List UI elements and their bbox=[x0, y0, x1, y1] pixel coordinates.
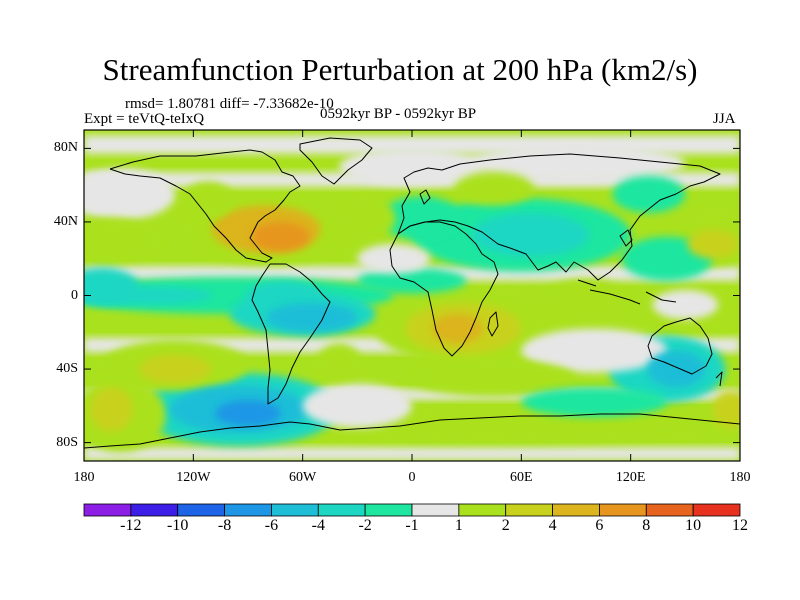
contour-region bbox=[251, 221, 310, 252]
contour-region bbox=[138, 354, 212, 384]
x-tick-label: 60W bbox=[289, 470, 317, 485]
y-tick-label: 80N bbox=[53, 140, 78, 156]
contour-region bbox=[215, 400, 281, 427]
colorbar-label: 12 bbox=[732, 517, 748, 534]
period-label: 0592kyr BP - 0592kyr BP bbox=[320, 106, 477, 122]
colorbar-swatch bbox=[411, 503, 460, 517]
contour-region bbox=[381, 196, 462, 241]
contour-bands bbox=[84, 135, 740, 461]
contour-region bbox=[687, 229, 739, 259]
contour-region bbox=[317, 343, 361, 381]
contour-region bbox=[472, 212, 589, 257]
coastlines bbox=[84, 137, 740, 449]
colorbar-swatch bbox=[224, 503, 272, 517]
contour-region bbox=[712, 391, 740, 428]
contour-region bbox=[89, 387, 134, 432]
colorbar-swatch bbox=[83, 503, 132, 517]
colorbar-label: 10 bbox=[685, 517, 702, 534]
contour-region bbox=[84, 168, 176, 221]
colorbar-label: -8 bbox=[217, 517, 232, 534]
contour-region bbox=[357, 267, 467, 294]
contour-region bbox=[545, 278, 626, 320]
colorbar-swatch bbox=[599, 503, 647, 517]
plot-title: Streamfunction Perturbation at 200 hPa (… bbox=[102, 52, 698, 87]
y-tick-label: 0 bbox=[71, 287, 78, 303]
stats-line: rmsd= 1.80781 diff= -7.33682e-10 bbox=[125, 96, 334, 112]
contour-region bbox=[647, 350, 706, 388]
colorbar-swatch bbox=[364, 503, 413, 517]
field-band bbox=[84, 447, 740, 461]
colorbar-label: 4 bbox=[548, 517, 557, 534]
colorbar-label: -10 bbox=[167, 517, 189, 534]
colorbar-label: -4 bbox=[311, 517, 325, 534]
colorbar-label: -6 bbox=[264, 517, 279, 534]
coastline-africa bbox=[389, 221, 499, 357]
contour-region bbox=[182, 181, 234, 219]
contour-regions bbox=[84, 144, 740, 452]
colorbar-label: 8 bbox=[642, 517, 651, 534]
contour-region bbox=[357, 244, 431, 274]
contour-region bbox=[84, 218, 157, 263]
y-tick-label: 80S bbox=[56, 434, 78, 450]
colorbar-label: -12 bbox=[120, 517, 142, 534]
x-tick-label: 180 bbox=[73, 470, 95, 485]
colorbar-label: -1 bbox=[405, 517, 419, 534]
y-tick-label: 40N bbox=[53, 213, 78, 229]
colorbar-label: -2 bbox=[358, 517, 372, 534]
colorbar-label: 2 bbox=[501, 517, 510, 534]
experiment-label: Expt = teVtQ-teIxQ bbox=[84, 111, 205, 127]
colorbar bbox=[83, 503, 741, 517]
contour-region bbox=[302, 383, 413, 428]
coastline-south-america bbox=[251, 263, 331, 405]
colorbar-swatch bbox=[552, 503, 600, 517]
coastline-greenland bbox=[299, 137, 373, 185]
colorbar-label: 1 bbox=[454, 517, 463, 534]
field-band bbox=[84, 389, 740, 401]
contour-region bbox=[521, 387, 668, 417]
colorbar-swatch bbox=[692, 503, 741, 517]
colorbar-swatch bbox=[317, 503, 366, 517]
contour-region bbox=[652, 289, 719, 320]
x-tick-label: 180 bbox=[729, 470, 751, 485]
coastline-antarctica bbox=[84, 413, 740, 449]
coastline-madagascar bbox=[487, 311, 499, 337]
coastline-australia bbox=[647, 317, 713, 375]
x-tick-label: 120W bbox=[176, 470, 211, 485]
y-tick-label: 40S bbox=[56, 361, 78, 377]
contour-region bbox=[521, 328, 668, 373]
coastline-islands bbox=[419, 189, 723, 387]
colorbar-swatch bbox=[130, 503, 179, 517]
contour-region bbox=[84, 267, 139, 305]
colorbar-swatch bbox=[271, 503, 319, 517]
coastline-north-america bbox=[109, 149, 301, 263]
coastline-eurasia bbox=[397, 153, 721, 281]
contour-region bbox=[432, 313, 484, 344]
colorbar-swatch bbox=[177, 503, 225, 517]
colorbar-swatch bbox=[645, 503, 694, 517]
contour-region bbox=[453, 172, 535, 206]
contour-region bbox=[612, 175, 686, 213]
contour-region bbox=[337, 198, 396, 239]
axis-ticks bbox=[83, 130, 741, 461]
contour-region bbox=[266, 302, 358, 333]
x-tick-label: 120E bbox=[615, 470, 646, 485]
colorbar-swatch bbox=[505, 503, 553, 517]
contour-region bbox=[339, 148, 485, 186]
x-tick-label: 60E bbox=[510, 470, 533, 485]
colorbar-swatch bbox=[458, 503, 507, 517]
contour-region bbox=[412, 359, 576, 397]
x-tick-label: 0 bbox=[408, 470, 416, 485]
season-label: JJA bbox=[713, 111, 736, 127]
contour-region bbox=[466, 144, 686, 182]
colorbar-label: 6 bbox=[595, 517, 604, 534]
